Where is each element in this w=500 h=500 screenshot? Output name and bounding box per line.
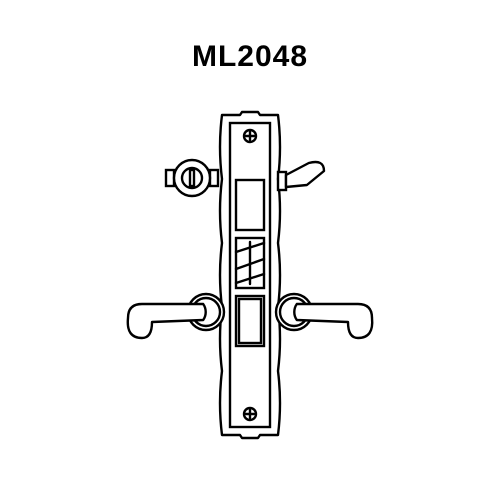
diagram-canvas: ML2048 [0, 0, 500, 500]
lock-line-drawing [0, 0, 500, 500]
